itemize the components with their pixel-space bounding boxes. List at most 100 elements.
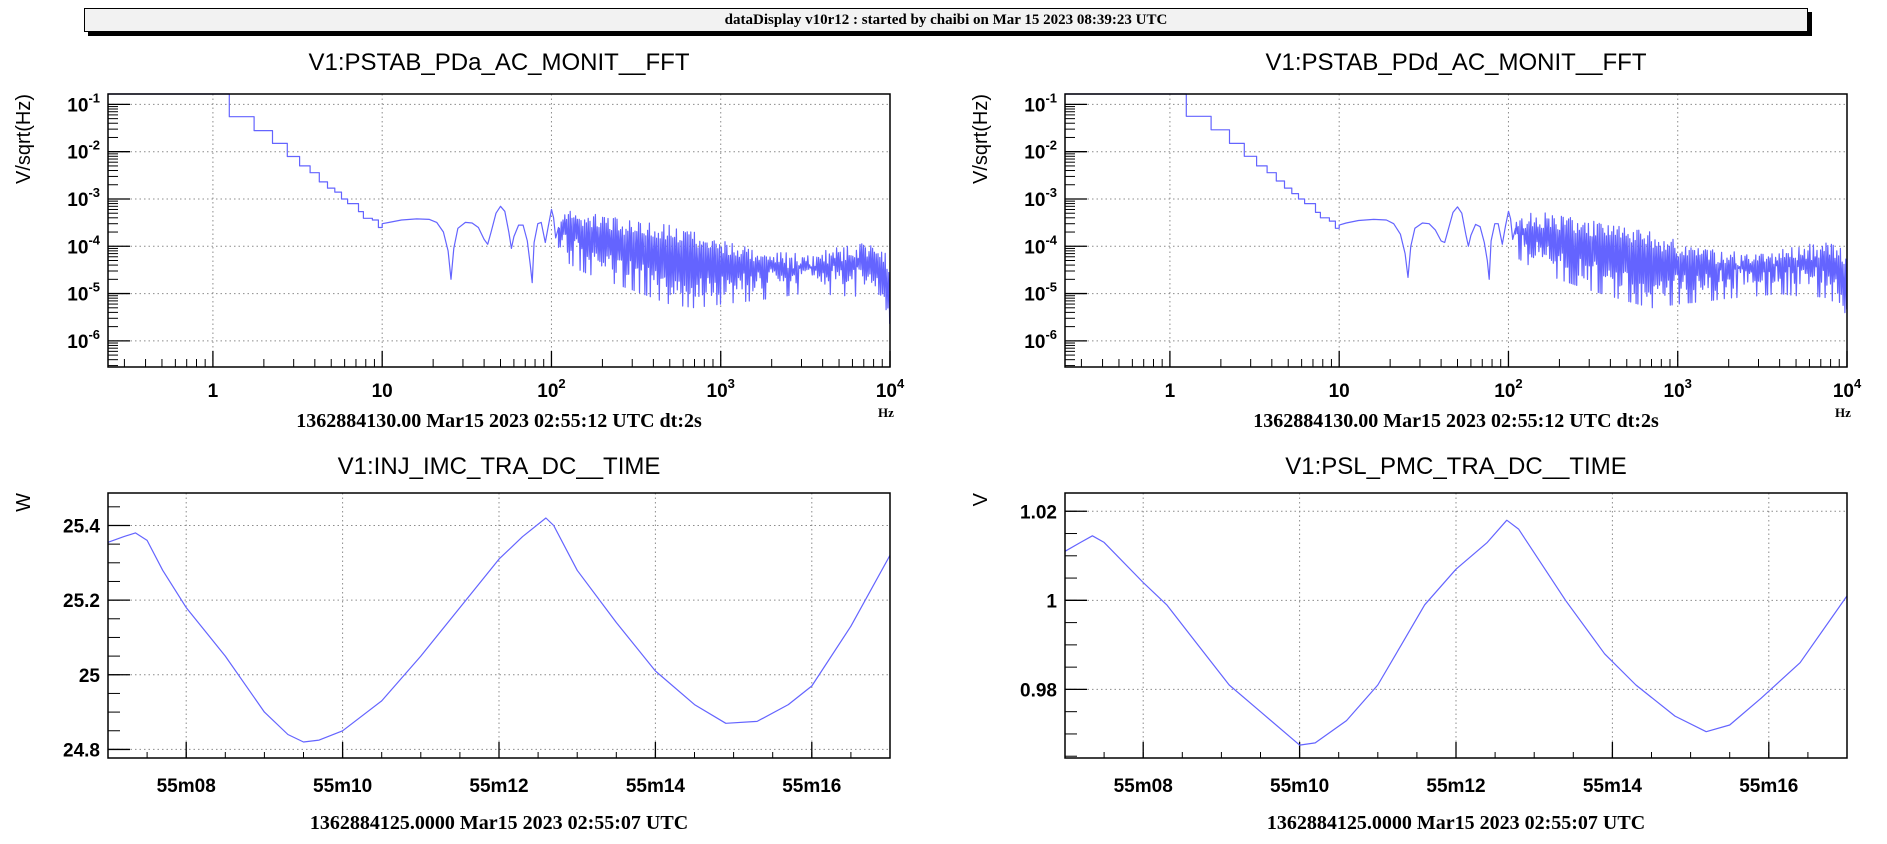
y-tick-label-base: 10	[1024, 143, 1045, 164]
y-tick-label: 10-6	[1024, 327, 1057, 353]
x-tick-label-base: 55m10	[313, 776, 372, 797]
x-tick-label: 102	[537, 376, 565, 402]
y-tick-label-exponent: -5	[1045, 280, 1057, 295]
y-tick-label: 10-3	[67, 185, 100, 211]
x-tick-label: 102	[1494, 376, 1522, 402]
data-series-line	[107, 517, 891, 743]
plot-2: V1:PSTAB_PDd_AC_MONIT__FFT 1362884130.00 …	[970, 49, 1862, 432]
y-tick-label-base: 10	[67, 143, 88, 164]
y-tick-label: 10-2	[67, 138, 100, 164]
y-tick-label-base: 10	[67, 190, 88, 211]
plot-footer-timestamp: 1362884130.00 Mar15 2023 02:55:12 UTC dt…	[1253, 410, 1659, 432]
y-tick-label: 10-3	[1024, 185, 1057, 211]
x-axis-unit-label: Hz	[878, 405, 894, 420]
y-tick-label-base: 10	[1024, 95, 1045, 116]
x-tick-label: 55m14	[1583, 776, 1643, 797]
x-tick-label: 1	[208, 381, 219, 402]
plot-footer-timestamp: 1362884125.0000 Mar15 2023 02:55:07 UTC	[1267, 812, 1645, 834]
y-tick-label-exponent: -1	[88, 90, 100, 105]
x-tick-label-base: 10	[1664, 381, 1685, 402]
plot-frame	[1064, 93, 1848, 368]
x-tick-label-exponent: 3	[728, 376, 735, 391]
y-tick-label: 10-5	[67, 280, 100, 306]
y-tick-label-base: 24.8	[63, 740, 100, 761]
y-tick-label-exponent: -2	[1045, 138, 1057, 153]
plot-title: V1:PSTAB_PDd_AC_MONIT__FFT	[1266, 49, 1647, 76]
x-tick-label-exponent: 4	[1854, 376, 1862, 391]
y-tick-label: 0.98	[1020, 680, 1057, 701]
y-tick-label-exponent: -2	[88, 138, 100, 153]
x-tick-label-base: 55m16	[782, 776, 841, 797]
y-tick-label: 25.4	[63, 516, 100, 537]
y-tick-label-exponent: -4	[88, 232, 100, 247]
x-tick-label-base: 55m08	[157, 776, 216, 797]
x-tick-label-base: 1	[208, 381, 219, 402]
x-tick-label: 55m14	[626, 776, 686, 797]
y-tick-label: 10-1	[67, 90, 100, 116]
y-tick-label-base: 1.02	[1020, 502, 1057, 523]
y-tick-label: 10-6	[67, 327, 100, 353]
y-tick-label: 10-4	[67, 232, 100, 258]
y-tick-label: 1.02	[1020, 502, 1057, 523]
x-tick-label-base: 10	[1833, 381, 1854, 402]
x-tick-label-base: 55m14	[626, 776, 686, 797]
header-title: dataDisplay v10r12 : started by chaibi o…	[724, 11, 1168, 28]
y-tick-label-base: 25	[79, 666, 101, 687]
y-tick-label-base: 25.2	[63, 591, 100, 612]
x-tick-label-base: 55m16	[1739, 776, 1798, 797]
x-tick-label: 104	[1833, 376, 1862, 402]
y-tick-label: 1	[1046, 591, 1057, 612]
x-tick-label: 55m10	[1270, 776, 1329, 797]
data-series-line	[108, 93, 891, 324]
y-tick-label: 24.8	[63, 740, 100, 761]
x-tick-label-base: 55m08	[1114, 776, 1173, 797]
x-tick-label: 104	[876, 376, 905, 402]
x-tick-label: 55m10	[313, 776, 372, 797]
y-tick-label-exponent: -3	[1045, 185, 1057, 200]
plot-1: V1:PSTAB_PDa_AC_MONIT__FFT 1362884130.00 …	[13, 49, 905, 432]
x-tick-label-base: 55m10	[1270, 776, 1329, 797]
y-tick-label: 10-5	[1024, 280, 1057, 306]
x-tick-label: 55m12	[469, 776, 528, 797]
plot-4: V1:PSL_PMC_TRA_DC__TIME 1362884125.0000 M…	[970, 453, 1848, 834]
x-tick-label-exponent: 2	[558, 376, 565, 391]
x-tick-label-base: 10	[876, 381, 897, 402]
y-tick-label-base: 10	[67, 95, 88, 116]
x-tick-label: 1	[1165, 381, 1176, 402]
x-tick-label: 55m12	[1426, 776, 1485, 797]
x-tick-label-exponent: 2	[1515, 376, 1522, 391]
y-axis-label: W	[13, 493, 35, 512]
y-tick-label-base: 10	[67, 332, 88, 353]
plot-3: V1:INJ_IMC_TRA_DC__TIME 1362884125.0000 M…	[13, 453, 891, 834]
y-tick-label-base: 10	[67, 237, 88, 258]
y-tick-label-base: 10	[1024, 190, 1045, 211]
x-tick-label-base: 10	[372, 381, 393, 402]
y-tick-label: 10-1	[1024, 90, 1057, 116]
data-series-line	[1065, 93, 1848, 314]
y-tick-label-base: 10	[1024, 332, 1045, 353]
y-tick-label-base: 10	[67, 285, 88, 306]
y-tick-label-base: 1	[1046, 591, 1057, 612]
x-tick-label-exponent: 4	[897, 376, 905, 391]
x-tick-label: 10	[1329, 381, 1350, 402]
y-tick-label: 25	[79, 666, 101, 687]
y-tick-label-exponent: -6	[1045, 327, 1057, 342]
x-tick-label-base: 10	[707, 381, 728, 402]
plot-title: V1:PSL_PMC_TRA_DC__TIME	[1285, 453, 1626, 480]
plot-footer-timestamp: 1362884130.00 Mar15 2023 02:55:12 UTC dt…	[296, 410, 702, 432]
plot-title: V1:PSTAB_PDa_AC_MONIT__FFT	[309, 49, 690, 76]
y-tick-label: 10-2	[1024, 138, 1057, 164]
x-tick-label: 55m16	[782, 776, 841, 797]
plot-footer-timestamp: 1362884125.0000 Mar15 2023 02:55:07 UTC	[310, 812, 688, 834]
x-tick-label-base: 55m14	[1583, 776, 1643, 797]
y-tick-label-base: 25.4	[63, 516, 100, 537]
x-tick-label-base: 10	[1329, 381, 1350, 402]
y-axis-label: V/sqrt(Hz)	[13, 94, 35, 184]
plot-title: V1:INJ_IMC_TRA_DC__TIME	[338, 453, 661, 480]
x-tick-label-base: 55m12	[1426, 776, 1485, 797]
plot-frame	[107, 93, 891, 368]
y-tick-label-base: 0.98	[1020, 680, 1057, 701]
y-tick-label-base: 10	[1024, 237, 1045, 258]
y-tick-label-base: 10	[1024, 285, 1045, 306]
x-tick-label-exponent: 3	[1685, 376, 1692, 391]
